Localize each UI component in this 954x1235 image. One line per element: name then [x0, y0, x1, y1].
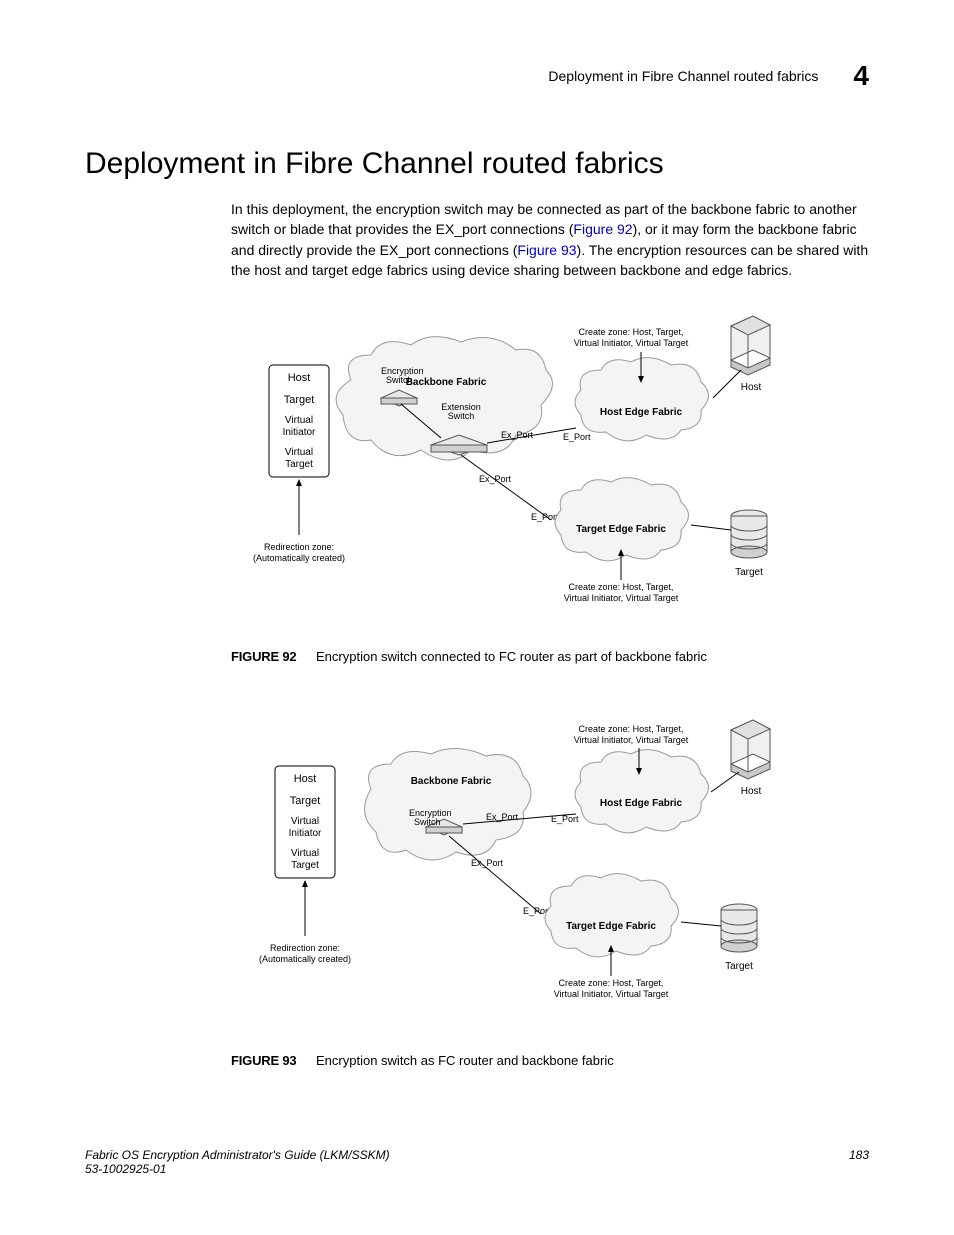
target-edge-label: Target Edge Fabric [576, 524, 666, 535]
host-edge-label: Host Edge Fabric [600, 407, 683, 418]
figure-93-link[interactable]: Figure 93 [517, 242, 576, 258]
redir-text: Redirection zone: [270, 943, 340, 953]
export-label: Ex_Port [501, 430, 534, 440]
cz-text: Virtual Initiator, Virtual Target [564, 593, 679, 603]
host-icon [731, 720, 770, 779]
target-icon [721, 904, 757, 952]
backbone-label: Backbone Fabric [406, 377, 487, 388]
host-label: Host [741, 786, 762, 797]
export-label: Ex_Port [486, 812, 519, 822]
host-edge-label: Host Edge Fabric [600, 798, 683, 809]
target-label: Target [735, 567, 763, 578]
host-icon [731, 316, 770, 375]
redir-text: (Automatically created) [253, 553, 345, 563]
box-item: Target [284, 394, 315, 406]
box-item: VirtualTarget [285, 447, 313, 470]
figure-92-link[interactable]: Figure 92 [573, 221, 632, 237]
redir-text: Redirection zone: [264, 542, 334, 552]
cz-text: Create zone: Host, Target, [579, 327, 684, 337]
figure-label: FIGURE 92 [231, 649, 296, 664]
footer-doc-id: 53-1002925-01 [85, 1162, 390, 1176]
target-icon [731, 510, 767, 558]
header-title: Deployment in Fibre Channel routed fabri… [548, 68, 818, 84]
box-item: VirtualTarget [291, 848, 319, 871]
figure-92-caption: FIGURE 92 Encryption switch connected to… [231, 649, 869, 664]
box-item: Host [294, 773, 317, 785]
figure-92-diagram: Backbone Fabric EncryptionSwitch Extensi… [231, 310, 869, 635]
intro-paragraph: In this deployment, the encryption switc… [231, 199, 869, 280]
box-item: Host [288, 372, 311, 384]
cz-text: Virtual Initiator, Virtual Target [554, 989, 669, 999]
redir-text: (Automatically created) [259, 954, 351, 964]
cz-text: Virtual Initiator, Virtual Target [574, 735, 689, 745]
target-label: Target [725, 961, 753, 972]
page-footer: Fabric OS Encryption Administrator's Gui… [85, 1148, 869, 1176]
cz-text: Create zone: Host, Target, [569, 582, 674, 592]
host-label: Host [741, 382, 762, 393]
backbone-label: Backbone Fabric [411, 776, 492, 787]
target-edge-label: Target Edge Fabric [566, 921, 656, 932]
export-label2: Ex_Port [479, 474, 512, 484]
box-item: VirtualInitiator [283, 415, 316, 438]
section-title: Deployment in Fibre Channel routed fabri… [85, 147, 869, 181]
chapter-number: 4 [853, 60, 869, 92]
figure-label: FIGURE 93 [231, 1053, 296, 1068]
eport-label: E_Port [551, 814, 579, 824]
page: Deployment in Fibre Channel routed fabri… [0, 0, 954, 1216]
cz-text: Create zone: Host, Target, [559, 978, 664, 988]
footer-page-number: 183 [849, 1148, 869, 1176]
box-item: Target [290, 795, 321, 807]
export-label2: Ex_Port [471, 858, 504, 868]
footer-doc-title: Fabric OS Encryption Administrator's Gui… [85, 1148, 390, 1162]
running-header: Deployment in Fibre Channel routed fabri… [85, 60, 869, 92]
box-item: VirtualInitiator [289, 816, 322, 839]
figure-93-caption: FIGURE 93 Encryption switch as FC router… [231, 1053, 869, 1068]
cz-text: Virtual Initiator, Virtual Target [574, 338, 689, 348]
eport-label: E_Port [563, 432, 591, 442]
cz-text: Create zone: Host, Target, [579, 724, 684, 734]
figure-caption-text: Encryption switch connected to FC router… [316, 649, 707, 664]
figure-caption-text: Encryption switch as FC router and backb… [316, 1053, 614, 1068]
figure-93-diagram: Backbone Fabric EncryptionSwitch Ex_Port… [231, 714, 869, 1039]
